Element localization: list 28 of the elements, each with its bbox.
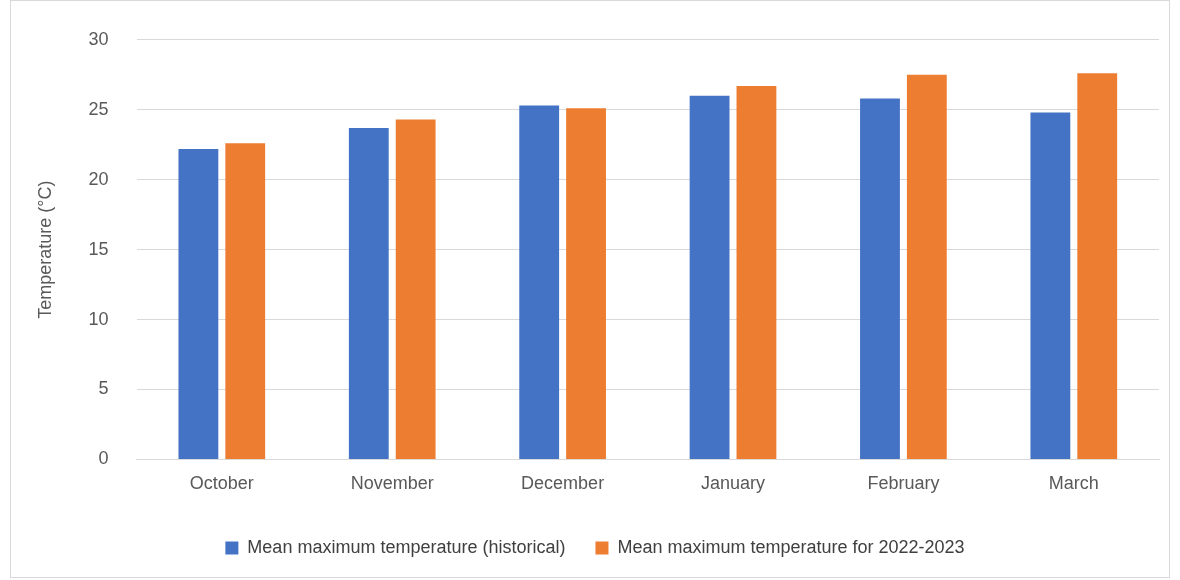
bar xyxy=(1077,73,1118,459)
bar xyxy=(689,95,730,459)
legend-label: Mean maximum temperature for 2022-2023 xyxy=(617,536,965,557)
y-tick-label: 20 xyxy=(88,168,109,189)
y-axis-title: Temperature (°C) xyxy=(34,180,55,319)
bar xyxy=(519,105,560,459)
bar xyxy=(178,148,219,459)
x-tick-label: January xyxy=(700,473,766,494)
legend-label: Mean maximum temperature (historical) xyxy=(247,536,566,557)
bar xyxy=(566,108,606,459)
bar xyxy=(906,74,947,459)
x-tick-label: November xyxy=(350,473,434,494)
bar xyxy=(860,98,900,459)
y-tick-label: 5 xyxy=(98,378,109,399)
y-tick-label: 15 xyxy=(88,238,109,259)
x-tick-label: December xyxy=(521,473,605,494)
bar xyxy=(395,119,436,459)
x-tick-label: October xyxy=(189,473,254,494)
y-tick-label: 30 xyxy=(88,28,109,49)
y-tick-label: 0 xyxy=(98,448,109,469)
bar xyxy=(736,85,777,459)
bar xyxy=(225,143,266,459)
x-tick-label: March xyxy=(1048,473,1099,494)
y-tick-label: 10 xyxy=(88,308,109,329)
x-tick-label: February xyxy=(867,473,940,494)
bar xyxy=(348,127,389,459)
y-tick-label: 25 xyxy=(88,98,109,119)
bar xyxy=(1030,112,1071,459)
